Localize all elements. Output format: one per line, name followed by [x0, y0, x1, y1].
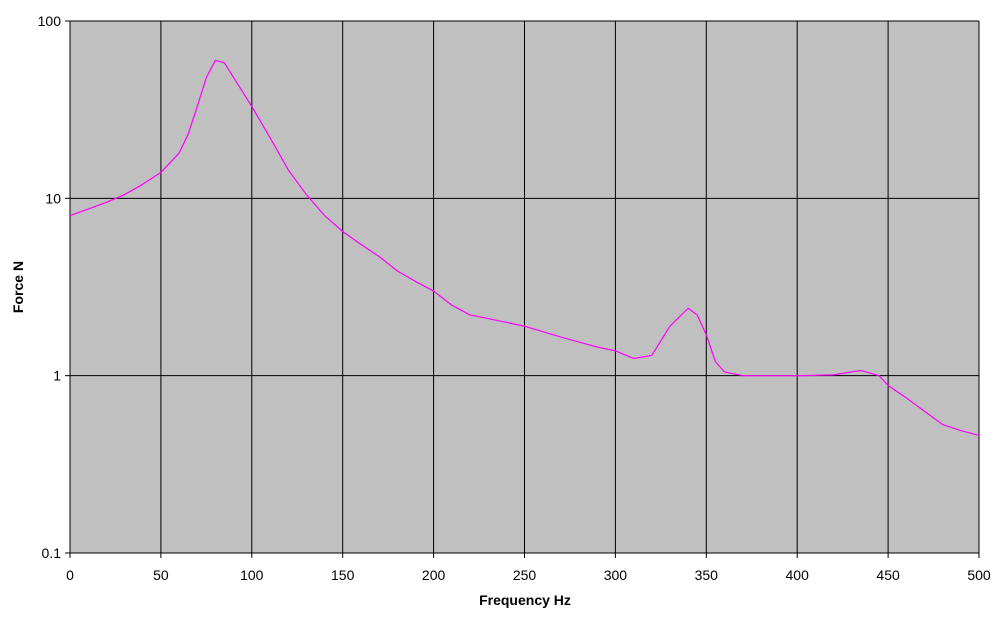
x-tick-label: 300: [604, 567, 628, 583]
x-tick-label: 500: [967, 567, 991, 583]
data-line: [69, 59, 980, 437]
x-tick-label: 450: [876, 567, 900, 583]
y-tick-label: 10: [45, 190, 61, 206]
x-tick-label: 150: [331, 567, 355, 583]
y-axis-title: Force N: [10, 261, 26, 313]
x-tick-label: 0: [66, 567, 74, 583]
x-tick-label: 250: [513, 567, 537, 583]
x-axis-title: Frequency Hz: [479, 592, 571, 608]
y-tick-label: 100: [38, 13, 62, 29]
x-tick-label: 350: [695, 567, 719, 583]
y-tick-label: 0.1: [42, 545, 62, 561]
x-tick-label: 100: [240, 567, 264, 583]
x-tick-label: 200: [422, 567, 446, 583]
x-tick-label: 50: [153, 567, 169, 583]
x-tick-label: 400: [786, 567, 810, 583]
y-tick-label: 1: [53, 368, 61, 384]
